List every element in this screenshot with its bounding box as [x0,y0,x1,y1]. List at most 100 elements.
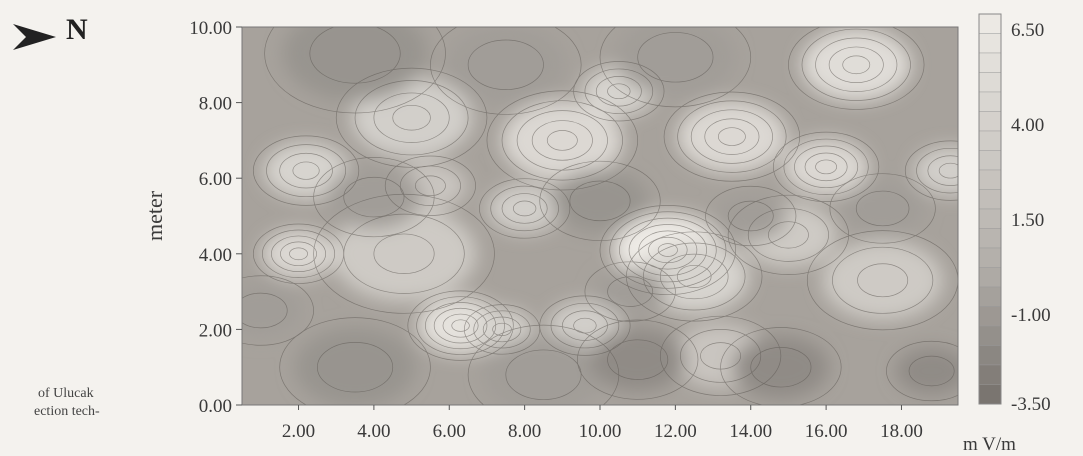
contour-line [289,247,308,261]
contour-line [657,243,678,257]
anomaly-high-14 [822,240,943,320]
contour-line [690,109,773,164]
colorbar-step [978,247,1002,268]
anomaly-high-10 [351,78,472,158]
contour-line [313,157,435,238]
contour-line [392,104,431,131]
x-tick-label: 2.00 [282,421,315,442]
contour-line [451,319,470,332]
anomaly-high-5 [263,142,349,199]
contour-line [747,208,829,262]
anomaly-high-7 [677,100,787,173]
anomaly-low-26 [445,27,567,105]
contour-line [373,233,435,274]
anomaly-low-31 [714,192,787,240]
contour-line [512,200,537,217]
contour-line [804,152,848,182]
contour-line [750,347,812,388]
contour-line [794,145,859,189]
contour-line [416,296,505,355]
contour-line [373,92,450,143]
anomaly-high-16 [488,184,561,233]
colorbar-tick-label: 6.50 [1011,20,1044,41]
colorbar: 6.50 4.00 1.50 -1.00 -3.50 [978,13,1051,415]
contour-line [467,39,544,90]
colorbar-step [978,267,1002,288]
contour-line [704,118,760,155]
contour-line [473,310,531,349]
y-axis-label: meter [142,190,167,241]
contour-line [354,80,469,156]
contour-line [414,175,446,197]
y-axis: 0.00 2.00 4.00 6.00 8.00 10.00 [189,18,242,417]
contour-line [619,217,717,283]
y-tick-label: 4.00 [199,245,232,266]
colorbar-step [978,306,1002,327]
anomaly-high-4 [262,229,335,278]
anomaly-low-25 [282,27,428,102]
contour-line [584,68,654,114]
contour-line [584,261,676,322]
contour-line [343,176,405,218]
colorbar-step [978,364,1002,385]
anomaly-low-28 [242,282,304,339]
anomaly-low-23 [732,335,830,399]
contour-line [842,55,871,75]
x-tick-label: 18.00 [880,421,923,442]
contour-line [343,213,465,294]
contour-line [384,155,476,216]
contour-line [626,231,763,322]
colorbar-tick-label: 1.50 [1011,210,1044,231]
x-tick-label: 6.00 [433,421,466,442]
colorbar-step [978,130,1002,151]
contour-line [659,315,782,396]
contour-line [680,329,762,383]
contour-line [279,317,431,405]
contour-line [309,27,401,84]
contour-line [442,313,479,338]
x-tick-label: 16.00 [805,421,848,442]
y-tick-label: 8.00 [199,94,232,115]
contour-line [252,135,360,206]
contour-line [828,46,884,84]
contour-line [280,241,317,267]
contour-line [546,130,578,151]
anomaly-high-12 [548,301,622,350]
colorbar-unit-label: m V/m [963,434,1016,455]
contour-plot-area [242,27,958,405]
colorbar-step [978,169,1002,190]
contour-line [407,290,514,361]
contour-line [335,67,488,168]
colorbar-step [978,52,1002,73]
contour-line [501,100,623,181]
anomaly-low-20 [294,327,416,405]
contour-line [720,327,842,405]
contour-line [430,27,582,115]
contour-line [501,193,548,224]
contour-line [659,253,729,300]
contour-line [886,340,958,402]
anomaly-low-29 [325,165,423,229]
contour-line [531,120,593,161]
contour-line [271,235,327,273]
anomaly-high-11 [331,206,477,302]
contour-line [479,178,571,239]
contour-line [292,161,320,180]
contour-line [676,264,712,288]
x-tick-label: 4.00 [357,421,390,442]
anomaly-high-17 [914,146,958,195]
contour-line [599,205,737,296]
x-tick-label: 14.00 [729,421,772,442]
contour-line [806,230,958,331]
contour-line [264,27,446,114]
colorbar-step [978,111,1002,132]
north-arrow-icon [13,24,56,50]
colorbar-step [978,345,1002,366]
caption-line-2: ection tech- [34,404,100,419]
contour-line [261,229,336,278]
contour-line [433,307,488,344]
x-axis: 2.00 4.00 6.00 8.00 10.00 12.00 14.00 16.00 18.0… [282,405,923,442]
contour-line [482,316,522,343]
contour-line [490,185,559,232]
contour-line [815,37,898,92]
